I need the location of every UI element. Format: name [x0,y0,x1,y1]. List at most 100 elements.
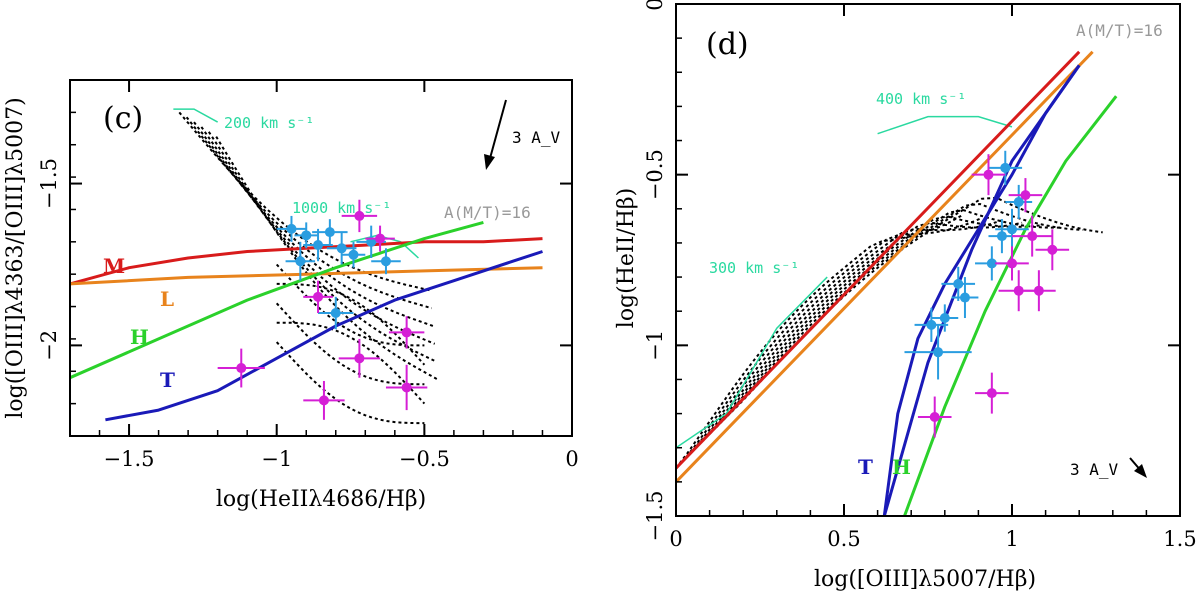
data-point-magenta [401,327,412,338]
data-point-magenta [375,233,386,244]
data-point-magenta [1013,285,1024,296]
data-point-cyan [313,240,324,251]
shock-model-track [275,302,425,386]
panel-c-extinction-label: A(M/T)=16 [444,203,531,222]
shock-model-track [695,221,1023,449]
data-point-magenta [354,353,365,364]
data-point-cyan [295,256,306,267]
data-point-magenta [1020,190,1031,201]
panel-c-xlabel: log(HeIIλ4686/Hβ) [216,487,426,512]
panel-d-extinction-label: A(M/T)=16 [1076,21,1163,40]
data-point-cyan [953,278,964,289]
panel-d-label-H: H [892,455,911,479]
shock-model-track [722,196,1103,422]
data-point-magenta [313,291,324,302]
panel-c-ylabel: log([OIII]λ4363/[OIII]λ5007) [3,97,28,418]
panel-c-frame [69,79,573,437]
x-tick-label: 0.5 [827,527,860,551]
y-tick-label: 0 [643,0,667,11]
data-point-cyan [380,256,391,267]
shock-velocity-300-line [676,276,828,449]
shock-model-track [193,121,434,327]
data-point-cyan [1000,162,1011,173]
panel-d-observations [904,150,1070,438]
shock-model-track [708,209,1063,435]
shock-model-track [276,282,426,366]
series-line-N [882,64,1081,516]
data-point-magenta [1033,285,1044,296]
data-point-cyan [959,292,970,303]
shock-model-track [275,263,425,347]
y-tick-label: −1.5 [643,491,667,542]
x-tick-label: −1.5 [104,447,155,471]
panel-c-reddening-arrow [488,99,507,163]
series-line-L [70,266,543,286]
panel-d: 0 0.5 1 1.5 −1.5 −1 −0.5 0 (d) log([OIII]λ5007/… [614,0,1196,592]
x-tick-label: 1 [1005,527,1018,551]
data-point-magenta [986,388,997,399]
series-line-M [70,237,543,286]
panel-c-label-H: H [130,325,149,349]
panel-d-shock-300-label: 300 km s⁻¹ [709,259,799,277]
panel-d-letter: (d) [706,27,749,62]
series-line-H [903,95,1118,516]
y-tick-label: −0.5 [643,149,667,200]
data-point-magenta [929,412,940,423]
shock-model-track [178,111,431,292]
data-point-magenta [354,210,365,221]
y-tick-label: −2 [37,330,61,361]
panel-d-model-lines [676,50,1118,516]
panel-c-shock-1000-label: 1000 km s⁻¹ [292,199,391,217]
shock-model-track [185,116,432,310]
data-point-magenta [401,382,412,393]
data-point-cyan [301,230,312,241]
data-point-cyan [286,223,297,234]
series-line-H [70,220,484,380]
panel-d-ylabel: log(HeII/Hβ) [614,188,639,328]
data-point-cyan [1013,196,1024,207]
data-point-cyan [939,313,950,324]
data-point-magenta [983,169,994,180]
x-tick-label: 0 [669,527,682,551]
data-point-magenta [1047,244,1058,255]
panel-d-xlabel: log([OIII]λ5007/Hβ) [814,567,1036,592]
data-point-cyan [330,308,341,319]
panel-c-label-M: M [103,254,125,278]
shock-model-track [676,214,963,469]
panel-c-label-T: T [160,368,175,392]
data-point-cyan [336,243,347,254]
shock-model-track [275,341,425,425]
data-point-cyan [324,227,335,238]
data-point-magenta [318,395,329,406]
x-tick-label: −1 [261,447,292,471]
data-point-cyan [933,347,944,358]
panel-c-model-lines [70,220,543,422]
panel-c-observations [217,199,428,420]
panel-c-letter: (c) [103,101,143,136]
panel-d-reddening-label: 3 A_V [1070,460,1119,479]
panel-c-reddening-label: 3 A_V [512,128,561,147]
data-point-cyan [348,249,359,260]
x-tick-label: 0 [565,447,578,471]
panel-c-ticks: −1.5 −1 −0.5 0 −1.5 −2 [37,79,579,471]
panel-c: −1.5 −1 −0.5 0−1.5−2 (c) log(HeIIλ4686/Hβ) … [3,79,579,512]
data-point-magenta [1007,258,1017,269]
panel-d-label-T: T [858,455,873,479]
data-point-cyan [986,258,997,269]
data-point-cyan [996,231,1007,242]
y-tick-label: −1.5 [37,158,61,209]
shock-model-track [681,217,983,463]
panel-c-reddening-arrowhead [484,154,495,170]
shock-model-track [715,202,1083,428]
panel-c-shock-models [173,108,439,425]
panel-d-shock-400-label: 400 km s⁻¹ [876,90,966,108]
shock-velocity-200-line [173,108,219,123]
x-tick-label: −0.5 [399,447,450,471]
y-tick-label: −1 [643,330,667,361]
shock-model-track [702,215,1043,442]
shock-velocity-400-line [877,115,1013,135]
shock-model-track [276,321,426,405]
series-line-M [676,50,1081,470]
panel-d-reddening-arrowhead [1134,464,1147,478]
